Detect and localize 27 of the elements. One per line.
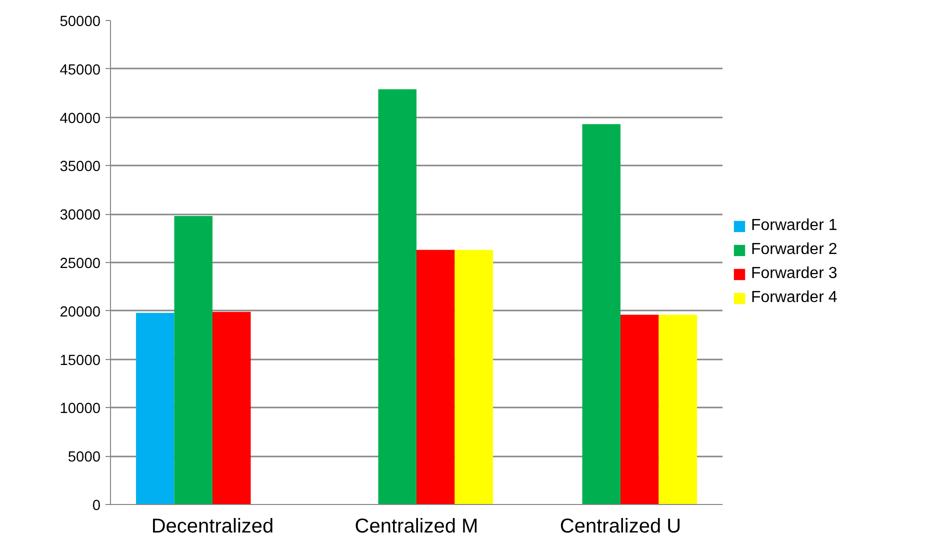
y-tick-label: 0 — [92, 498, 101, 514]
bar — [212, 312, 251, 504]
y-tick-label: 50000 — [60, 14, 101, 30]
y-tick-label: 15000 — [60, 352, 101, 369]
bar — [658, 314, 697, 504]
legend-label: Forwarder 3 — [751, 265, 838, 283]
legend-label: Forwarder 4 — [751, 289, 838, 307]
x-tick-label: Centralized M — [354, 516, 478, 538]
legend-label: Forwarder 2 — [751, 241, 838, 259]
bar — [454, 250, 493, 504]
bar — [620, 314, 659, 504]
y-tick-label: 20000 — [60, 304, 101, 320]
legend-label: Forwarder 1 — [751, 217, 838, 235]
y-tick-label: 30000 — [60, 208, 101, 224]
bar — [582, 124, 620, 504]
y-tick-label: 35000 — [60, 159, 101, 176]
bar — [416, 250, 455, 504]
bar — [136, 312, 174, 504]
y-tick-label: 40000 — [60, 110, 101, 127]
x-tick-label: Centralized U — [560, 516, 682, 538]
bar — [174, 216, 212, 504]
y-tick-label: 10000 — [60, 401, 101, 418]
y-tick-label: 45000 — [60, 62, 101, 78]
y-tick-label: 25000 — [60, 256, 101, 272]
x-tick-label: Decentralized — [151, 516, 274, 538]
bar — [378, 89, 416, 504]
y-tick-label: 5000 — [68, 450, 101, 466]
